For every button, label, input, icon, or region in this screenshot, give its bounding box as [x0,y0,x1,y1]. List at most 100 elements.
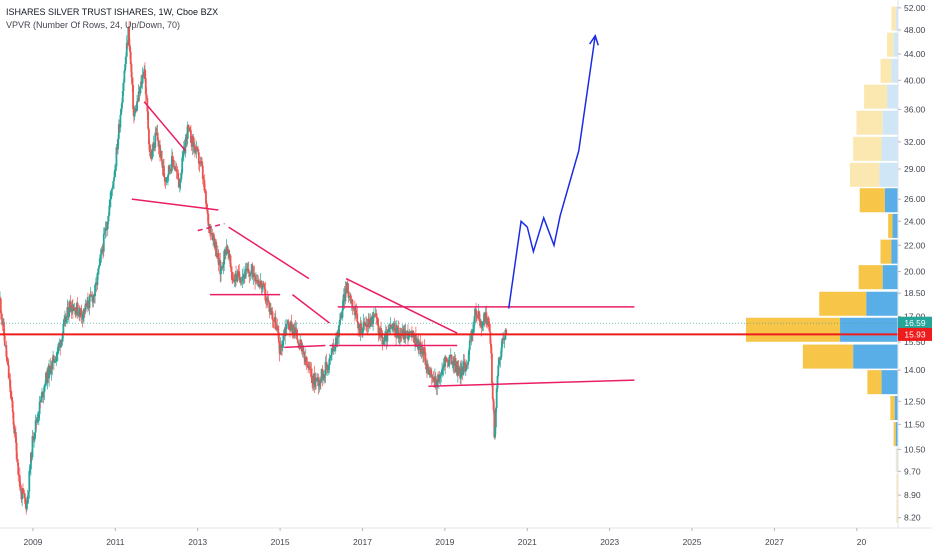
vpvr-row-up [888,213,893,238]
candle-body [386,329,389,342]
vpvr-row-down [895,422,898,447]
price-label-box [898,327,932,341]
candle-body [395,325,398,338]
candle-body [166,177,169,179]
candle-body [109,199,112,206]
candle-body [498,359,500,366]
candle-body [347,291,350,298]
candle-body [500,347,503,358]
vpvr-row-up [859,188,885,213]
candle-body [251,265,254,278]
candle-body [289,321,292,331]
candle-body [440,374,443,376]
vpvr-row-up [819,291,867,316]
candle-body [68,312,70,318]
candle-body [205,191,207,204]
vpvr-row-down [895,6,898,31]
candle-body [26,495,29,503]
candle-body [222,264,225,268]
candle-body [125,42,128,57]
candle-body [288,324,291,330]
candle-body [231,271,234,279]
time-axis[interactable]: 2009 2011 2013 2015 2017 2019 2021 2023 2025 2027… [23,528,867,547]
candle-body [165,177,168,182]
y-tick-label: 40.00 [904,75,926,85]
candle-body [390,324,393,327]
candle-body [392,325,394,330]
candle-body [145,94,148,99]
candle-body [33,432,36,438]
candle-body [167,175,169,178]
candle-body [478,311,481,321]
candle-body [149,152,152,158]
drawings [0,34,898,388]
candle-body [488,326,491,332]
candle-body [375,313,378,317]
candle-body [244,269,247,279]
candle-body [168,165,171,170]
candle-body [197,152,200,164]
y-tick-label: 36.00 [904,104,926,114]
candle-body [322,378,325,380]
candle-body [21,488,24,500]
candle-body [468,340,471,350]
candle-body [441,367,444,370]
vpvr-row-down [879,162,898,187]
candle-body [65,316,68,323]
candle-body [164,181,167,183]
candle-body [235,273,237,280]
y-tick-label: 48.00 [904,25,926,35]
candle-body [460,370,462,379]
y-tick-label: 14.00 [904,365,926,375]
candle-body [1,318,4,324]
candle-body [229,255,232,267]
symbol-title[interactable]: ISHARES SILVER TRUST ISHARES, 1W, Cboe B… [6,7,219,17]
x-tick-label: 2017 [353,537,372,547]
candle-body [254,277,256,282]
candle-body [445,357,448,361]
candle-body [40,396,43,403]
candle-body [22,488,24,494]
candle-body [230,266,233,272]
candle-body [267,300,270,303]
price-axis[interactable]: 52.00 48.00 44.00 40.00 36.00 32.00 29.00 26.00… [898,3,926,523]
trendline [428,379,635,388]
vpvr-row-up [853,136,882,161]
candle-body [11,400,14,413]
candle-body [361,327,364,334]
candle-body [111,187,114,190]
candle-body [338,325,340,337]
candle-body [487,318,490,327]
y-tick-label: 22.00 [904,240,926,250]
candle-body [430,370,432,374]
vpvr-row-down [866,291,898,316]
candle-body [212,234,215,239]
candle-body [57,345,60,348]
candle-body [92,294,95,303]
candle-body [306,364,309,366]
candle-body [198,163,201,165]
candle-body [382,342,385,345]
candle-body [305,356,308,365]
candle-body [37,417,39,419]
candle-body [233,281,236,283]
candle-body [84,303,87,312]
candle-body [154,132,157,148]
candle-body [456,366,459,376]
indicator-title[interactable]: VPVR (Number Of Rows, 24, Up/Down, 70) [6,20,181,30]
vpvr-row-up [896,499,898,524]
candle-body [184,141,187,154]
candle-body [29,469,32,472]
candle-body [161,160,164,168]
y-tick-label: 8.20 [904,513,921,523]
candle-body [18,475,21,487]
candle-body [239,277,241,283]
candle-body [445,357,447,358]
candle-body [363,321,366,323]
candle-body [485,312,488,325]
y-tick-label: 24.00 [904,216,926,226]
candle-body [489,331,492,344]
candle-body [167,165,170,176]
